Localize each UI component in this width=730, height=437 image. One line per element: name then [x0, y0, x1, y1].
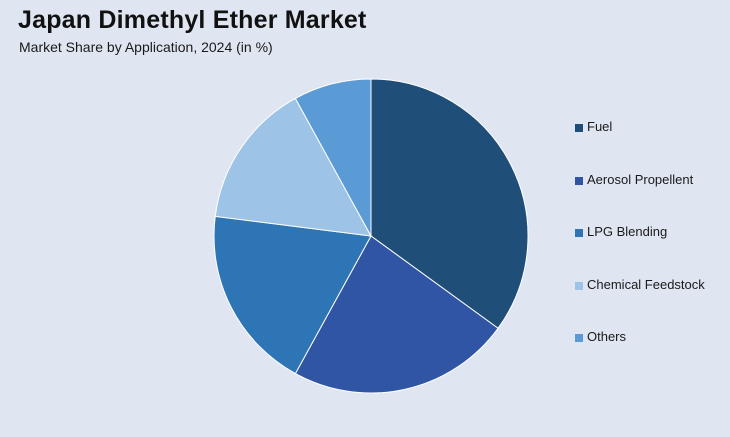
chart-title: Japan Dimethyl Ether Market [18, 6, 367, 34]
chart-legend: Fuel Aerosol Propellent LPG Blending Che… [575, 119, 705, 382]
legend-swatch-fuel [575, 124, 583, 132]
pie-slice-aerosol-propellent [294, 235, 499, 394]
pie-slice-others [294, 78, 372, 237]
legend-label-others: Others [587, 329, 627, 344]
legend-label-fuel: Fuel [587, 119, 613, 134]
legend-label-chemical-feedstock: Chemical Feedstock [587, 276, 705, 292]
legend-label-lpg-blending: LPG Blending [587, 224, 668, 239]
legend-item-aerosol-propellent: Aerosol Propellent [575, 172, 705, 225]
legend-item-others: Others [575, 329, 705, 382]
legend-swatch-others [575, 334, 583, 342]
pie-slice-lpg-blending [213, 215, 372, 375]
legend-swatch-chemical-feedstock [575, 281, 583, 290]
legend-item-chemical-feedstock: Chemical Feedstock [575, 277, 705, 330]
pie-slice-chemical-feedstock [214, 97, 372, 237]
chart-subtitle: Market Share by Application, 2024 (in %) [19, 39, 273, 55]
legend-swatch-aerosol-propellent [575, 176, 583, 185]
legend-item-fuel: Fuel [575, 119, 705, 172]
legend-label-aerosol-propellent: Aerosol Propellent [587, 171, 694, 187]
legend-swatch-lpg-blending [575, 229, 583, 237]
pie-slice-fuel [370, 78, 529, 329]
legend-item-lpg-blending: LPG Blending [575, 224, 705, 277]
